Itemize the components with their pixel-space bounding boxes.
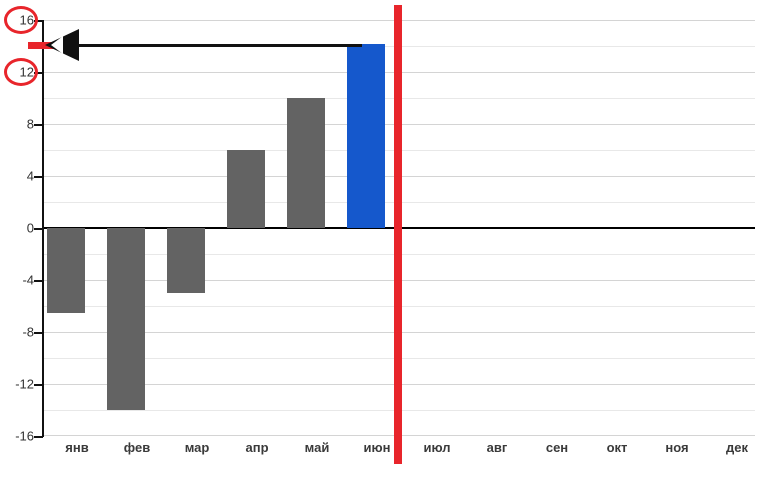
bar-may[interactable] [287,98,325,228]
bar-mar[interactable] [167,228,205,293]
y-axis-label-minus-4: -4 [22,272,34,288]
annotation-circle-12 [4,58,38,86]
x-axis-label-iyun: июн [363,440,391,455]
y-tick-minus-4 [34,280,43,282]
y-tick-minus-16 [34,436,43,438]
x-axis-label-may: май [304,440,330,455]
y-tick-0 [34,228,43,230]
y-axis-label-minus-12: -12 [15,376,34,392]
bar-fev[interactable] [107,228,145,410]
y-tick-4 [34,176,43,178]
y-axis-label-8: 8 [26,116,34,132]
y-axis-label-minus-8: -8 [22,324,34,340]
y-tick-minus-12 [34,384,43,386]
bar-apr[interactable] [227,150,265,228]
y-axis-label-4: 4 [26,168,34,184]
y-tick-12 [34,72,43,74]
x-axis-label-dek: дек [726,440,748,455]
y-tick-8 [34,124,43,126]
red-value-marker [28,42,54,49]
bar-yanv[interactable] [47,228,85,313]
x-axis-label-mar: мар [184,440,210,455]
x-axis-label-okt: окт [606,440,628,455]
pointer-arrow-head [45,29,79,61]
y-tick-16 [34,20,43,22]
x-axis-label-apr: апр [245,440,269,455]
bar-iyun-highlighted[interactable] [347,44,385,228]
y-axis-label-0: 0 [26,220,34,236]
x-axis-label-iyul: июл [423,440,451,455]
red-vertical-divider [394,5,402,464]
x-axis-label-noya: ноя [665,440,689,455]
x-axis-label-yanv: янв [65,440,89,455]
annotation-circle-16 [4,6,38,34]
x-axis-label-fev: фев [123,440,151,455]
pointer-arrow-tail [74,44,362,47]
y-axis-line [42,20,44,437]
y-axis-label-minus-16: -16 [15,428,34,444]
x-axis-label-avg: авг [486,440,508,455]
y-tick-minus-8 [34,332,43,334]
x-axis-label-sen: сен [545,440,569,455]
